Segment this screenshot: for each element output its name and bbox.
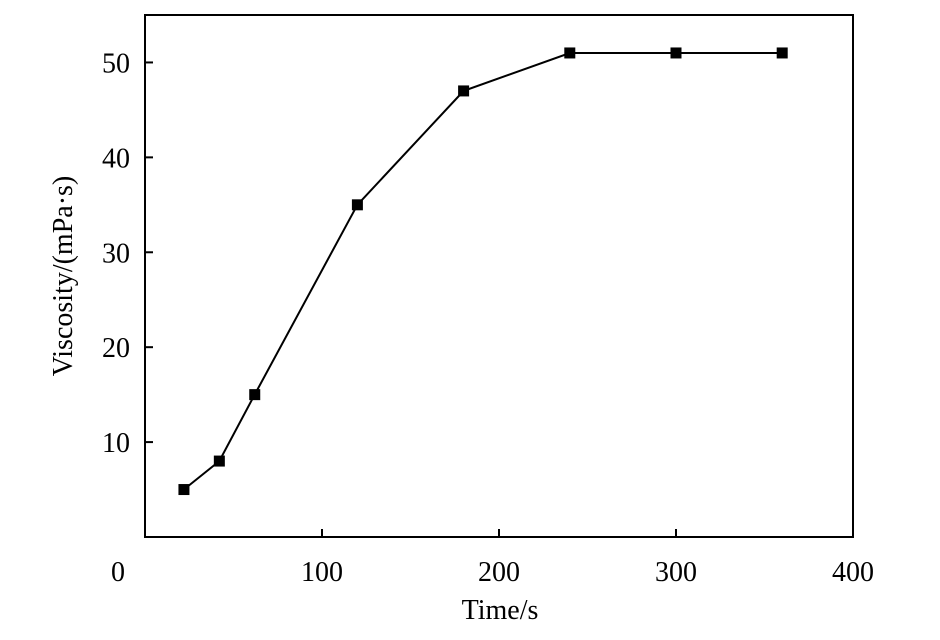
x-tick-label: 200 [478,557,520,588]
data-point [458,85,470,97]
data-point [249,389,261,401]
data-point [213,455,225,467]
series-line [183,52,783,491]
plot-border [144,14,854,538]
y-axis-ticks: 10 20 30 40 50 [102,48,153,459]
x-axis-title: Time/s [462,595,539,626]
y-axis-title: Viscosity/(mPa·s) [48,176,79,377]
x-tick-label: 0 [111,557,125,588]
y-tick-label: 50 [102,48,130,79]
x-tick-label: 100 [301,557,343,588]
x-tick-label: 400 [832,557,874,588]
data-point [351,199,363,211]
series-layer [178,47,788,496]
data-point [178,484,190,496]
y-tick-label: 20 [102,333,130,364]
x-tick-label: 300 [655,557,697,588]
x-axis-ticks: 0 100 200 300 400 [111,529,874,588]
data-point [564,47,576,59]
y-tick-label: 40 [102,143,130,174]
plot-frame [144,14,854,538]
data-point [670,47,682,59]
data-point [776,47,788,59]
y-tick-label: 30 [102,238,130,269]
y-tick-label: 10 [102,428,130,459]
